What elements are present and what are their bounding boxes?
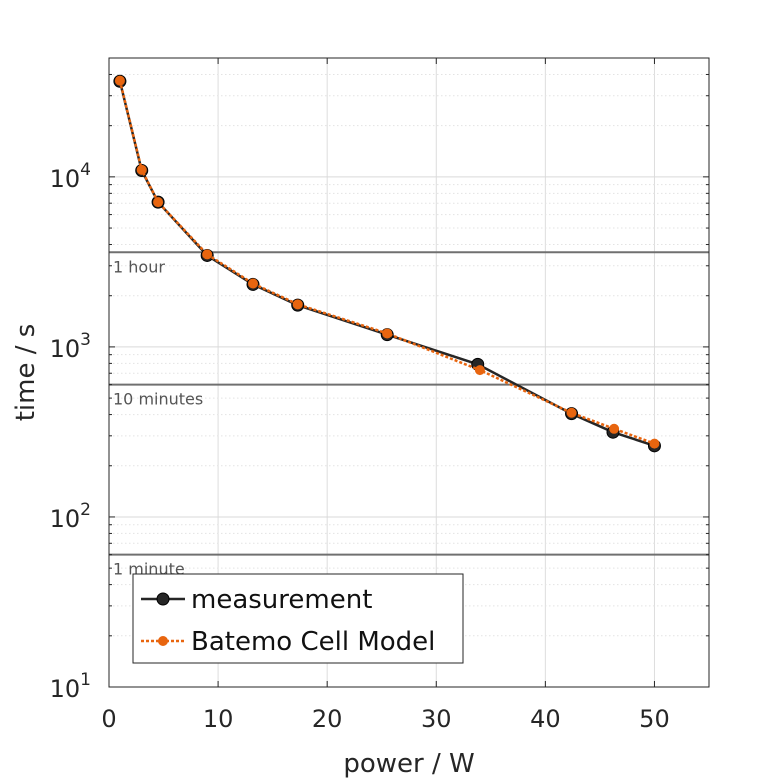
legend-marker-0 bbox=[156, 592, 170, 606]
legend-entry-label: Batemo Cell Model bbox=[191, 627, 435, 657]
plot-area-border bbox=[108, 57, 710, 688]
reference-line-label: 10 minutes bbox=[113, 390, 203, 409]
x-tick-label: 50 bbox=[639, 705, 670, 733]
series-point-1 bbox=[153, 197, 164, 208]
series-point-1 bbox=[566, 407, 577, 418]
legend: measurement Batemo Cell Model bbox=[132, 573, 464, 664]
series-point-1 bbox=[292, 299, 303, 310]
axis-ticks: 0 10 20 30 40 50 101 102 103 104 bbox=[50, 58, 709, 733]
y-tick-label: 102 bbox=[50, 500, 91, 533]
series-point-1 bbox=[248, 278, 258, 289]
legend-box bbox=[132, 573, 464, 664]
x-axis-label: power / W bbox=[343, 749, 474, 779]
x-tick-label: 20 bbox=[312, 705, 343, 733]
x-tick-label: 10 bbox=[203, 705, 234, 733]
legend-entry-label: measurement bbox=[191, 585, 372, 615]
series-point-1 bbox=[382, 328, 393, 339]
y-tick-label: 104 bbox=[50, 160, 91, 193]
series-point-1 bbox=[474, 365, 485, 376]
y-tick-label: 101 bbox=[50, 670, 91, 703]
series-line-1 bbox=[118, 80, 655, 445]
series-point-1 bbox=[649, 438, 660, 449]
y-axis-label: time / s bbox=[11, 324, 41, 422]
x-tick-label: 30 bbox=[421, 705, 452, 733]
y-tick-label: 103 bbox=[50, 330, 91, 363]
x-tick-label: 0 bbox=[101, 705, 116, 733]
series-point-1 bbox=[136, 164, 147, 175]
legend-marker-1 bbox=[158, 636, 168, 646]
series-point-1 bbox=[202, 249, 213, 260]
x-tick-label: 40 bbox=[530, 705, 561, 733]
series-point-1 bbox=[609, 423, 620, 434]
series-layer bbox=[113, 74, 661, 453]
series-point-1 bbox=[114, 75, 125, 86]
reference-line-label: 1 hour bbox=[113, 257, 165, 276]
